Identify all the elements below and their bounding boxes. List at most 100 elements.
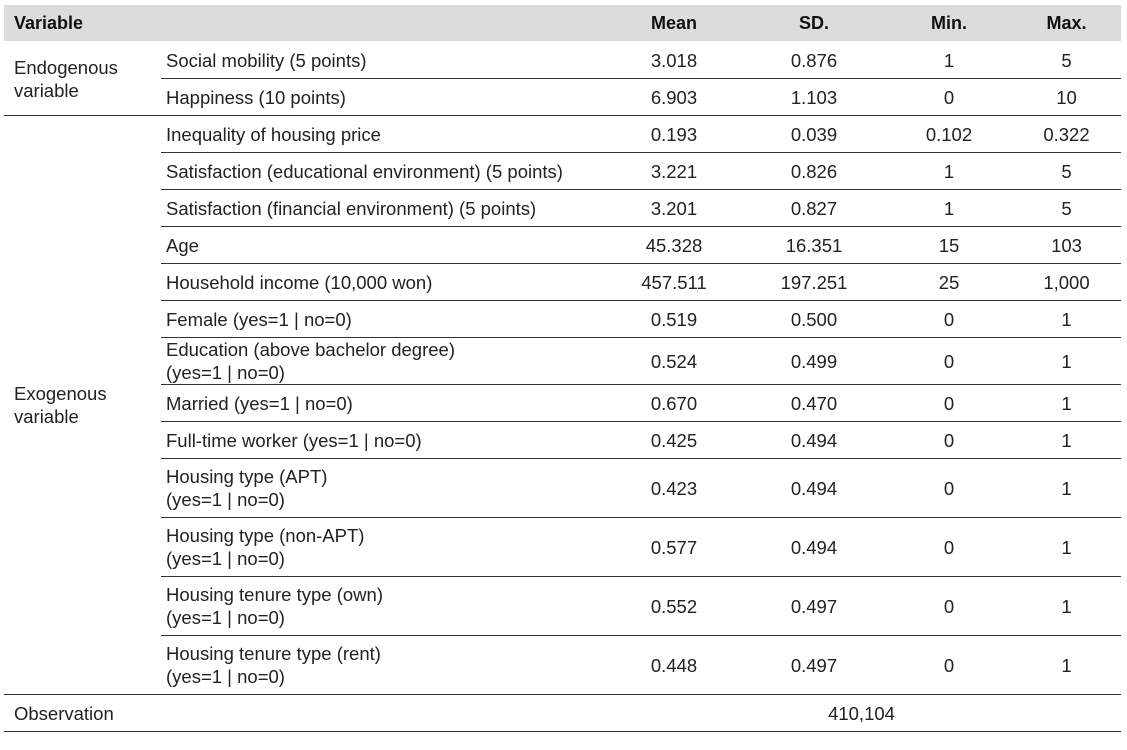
max-value: 1 [1061,308,1072,330]
table-header: Variable Mean SD. Min. Max. [4,5,1121,41]
max-value: 0.322 [1043,123,1090,145]
max-value: 1 [1061,595,1072,617]
sd-value: 0.876 [790,49,838,71]
sd-value: 0.497 [790,654,838,676]
min-value: 1 [943,160,955,182]
table-row: Satisfaction (educational environment) (… [161,153,1121,190]
mean-value: 0.193 [650,123,698,145]
table-row: Education (above bachelor degree) (yes=1 … [161,338,1121,385]
observation-row: Observation 410,104 [4,695,1121,732]
sd-value: 0.494 [790,477,838,499]
min-value: 0 [943,654,955,676]
min-value: 0 [943,392,955,414]
row-label: Female (yes=1 | no=0) [166,308,352,330]
row-label: Inequality of housing price [166,123,381,145]
min-value: 0 [943,308,955,330]
mean-value: 0.552 [650,595,698,617]
mean-value: 0.577 [650,536,698,558]
sd-value: 0.497 [790,595,838,617]
max-value: 1 [1061,477,1072,499]
row-label: Satisfaction (educational environment) (… [166,160,563,182]
header-max: Max. [1046,12,1087,33]
sd-value: 0.494 [790,536,838,558]
header-sd: SD. [798,12,829,33]
observation-value: 410,104 [828,702,895,724]
min-value: 0 [943,429,955,451]
mean-value: 3.201 [650,197,698,219]
row-label: Education (above bachelor degree) (yes=1 … [166,339,455,383]
row-label: Housing type (non-APT) (yes=1 | no=0) [166,525,365,569]
row-label: Full-time worker (yes=1 | no=0) [166,429,422,451]
table-row: Household income (10,000 won) 457.511 197.… [161,264,1121,301]
row-label: Happiness (10 points) [166,86,346,108]
sd-value: 0.494 [790,429,838,451]
mean-value: 0.519 [650,308,698,330]
header-mean: Mean [650,12,697,33]
mean-value: 457.511 [641,271,707,293]
min-value: 0 [943,86,955,108]
max-value: 1 [1061,392,1072,414]
table-row: Housing tenure type (own) (yes=1 | no=0) 0… [161,577,1121,636]
max-value: 5 [1061,160,1072,182]
table-row: Inequality of housing price 0.193 0.039 0.1… [161,116,1121,153]
max-value: 1 [1061,654,1072,676]
mean-value: 3.018 [650,49,698,71]
group-exogenous-label: Exogenous variable [14,383,107,427]
row-label: Age [166,234,199,256]
row-label: Household income (10,000 won) [166,271,433,293]
mean-value: 6.903 [650,86,698,108]
table-row: Full-time worker (yes=1 | no=0) 0.425 0.49… [161,422,1121,459]
table-row: Age 45.328 16.351 15 103 [161,227,1121,264]
sd-value: 197.251 [780,271,848,293]
mean-value: 0.524 [650,350,698,372]
table-row: Satisfaction (financial environment) (5 … [161,190,1121,227]
min-value: 0 [943,595,955,617]
header-min: Min. [931,12,967,33]
max-value: 1 [1061,536,1072,558]
min-value: 0 [943,536,955,558]
table-row: Happiness (10 points) 6.903 1.103 0 10 [161,79,1121,116]
max-value: 1 [1061,350,1072,372]
sd-value: 1.103 [790,86,838,108]
sd-value: 0.039 [790,123,838,145]
row-label: Housing tenure type (own) (yes=1 | no=0) [166,584,383,628]
min-value: 1 [943,197,955,219]
min-value: 25 [938,271,960,293]
sd-value: 0.826 [790,160,838,182]
row-label: Housing type (APT) (yes=1 | no=0) [166,466,328,510]
sd-value: 0.500 [790,308,838,330]
max-value: 1,000 [1043,271,1090,293]
group-endogenous: Endogenous variable [4,42,161,116]
mean-value: 0.423 [650,477,698,499]
min-value: 0.102 [925,123,973,145]
row-label: Married (yes=1 | no=0) [166,392,353,414]
table-row: Housing type (APT) (yes=1 | no=0) 0.423 0.4… [161,459,1121,518]
group-endogenous-label: Endogenous variable [14,57,118,101]
observation-label: Observation [14,702,114,724]
group-exogenous: Exogenous variable [4,116,161,695]
row-label: Social mobility (5 points) [166,49,367,71]
min-value: 0 [943,350,955,372]
sd-value: 0.470 [790,392,838,414]
row-label: Satisfaction (financial environment) (5 … [166,197,537,219]
table-row: Housing tenure type (rent) (yes=1 | no=0)… [161,636,1121,695]
max-value: 5 [1061,49,1072,71]
max-value: 103 [1051,234,1082,256]
sd-value: 0.827 [790,197,838,219]
min-value: 0 [943,477,955,499]
table-row: Housing type (non-APT) (yes=1 | no=0) 0.57… [161,518,1121,577]
mean-value: 0.448 [650,654,698,676]
mean-value: 0.425 [650,429,698,451]
max-value: 5 [1061,197,1072,219]
header-variable: Variable [14,12,84,33]
row-label: Housing tenure type (rent) (yes=1 | no=0) [166,643,381,687]
max-value: 1 [1061,429,1072,451]
max-value: 10 [1056,86,1077,108]
table-row: Social mobility (5 points) 3.018 0.876 1 5 [161,42,1121,79]
min-value: 1 [943,49,955,71]
sd-value: 0.499 [790,350,838,372]
mean-value: 0.670 [650,392,698,414]
mean-value: 3.221 [650,160,698,182]
min-value: 15 [938,234,960,256]
sd-value: 16.351 [785,234,843,256]
